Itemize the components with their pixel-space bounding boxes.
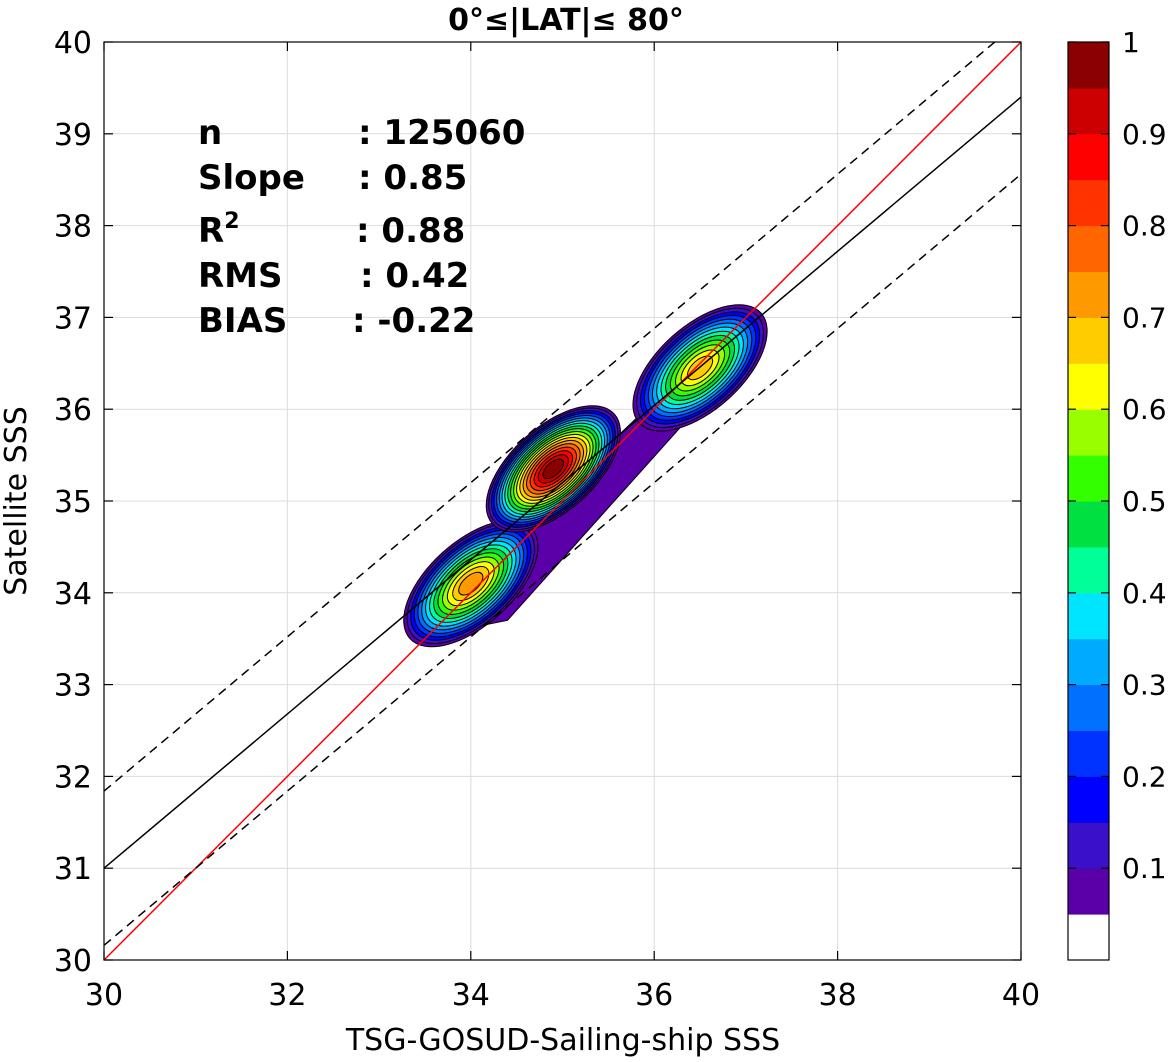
colorbar-tick-label: 0.5 [1122,485,1167,518]
colorbar-segment [1068,455,1109,502]
colorbar-segment [1068,179,1109,227]
lower-bound-line [104,173,1021,946]
colorbar-tick-label: 1 [1122,26,1140,59]
colorbar-segment [1068,409,1109,456]
grid [104,42,1021,960]
colorbar-segment [1068,271,1109,318]
stat-r2-base: R [198,211,224,251]
contour-level [458,571,484,596]
colorbar: 0.1 0.2 0.3 0.4 0.5 0.6 0.7 0.8 0.9 1 [1067,26,1167,961]
colorbar-segment [1068,363,1109,410]
colorbar-tick-label: 0.7 [1122,301,1167,334]
y-axis-label: Satellite SSS [0,406,34,596]
stat-rms-label: RMS [198,256,283,296]
stat-slope-value: : 0.85 [358,158,467,198]
stat-bias-value: : -0.22 [352,301,475,341]
x-axis-label: TSG-GOSUD-Sailing-ship SSS [345,1023,780,1058]
colorbar-tick-label: 0.2 [1122,760,1167,793]
y-tick-label: 31 [54,852,92,887]
colorbar-segment [1068,868,1109,915]
y-tick-labels: 30 31 32 33 34 35 36 37 38 39 40 [54,26,92,979]
colorbar-segment [1068,914,1109,961]
colorbar-segment [1068,501,1109,548]
y-tick-label: 38 [54,210,92,245]
y-tick-label: 39 [54,118,92,153]
colorbar-segment [1068,684,1109,731]
stat-n-value: : 125060 [358,113,525,153]
stat-rms-value: : 0.42 [360,256,469,296]
colorbar-segment [1068,638,1109,686]
stat-slope-label: Slope [198,158,305,198]
y-tick-label: 37 [54,301,92,336]
stat-r2-label: R2 [198,209,240,251]
colorbar-segment [1068,225,1109,272]
colorbar-segment [1068,592,1109,640]
stat-bias-label: BIAS [198,301,287,341]
y-tick-label: 36 [54,393,92,428]
y-tick-label: 40 [54,26,92,61]
colorbar-tick-label: 0.3 [1122,669,1167,702]
regression-line [104,96,1021,869]
colorbar-segment [1068,133,1109,181]
x-tick-label: 34 [452,978,490,1013]
colorbar-segment [1068,776,1109,823]
colorbar-tick-label: 0.1 [1122,852,1167,885]
contour-level [542,458,565,480]
colorbar-segment [1068,546,1109,594]
colorbar-segment [1068,317,1109,364]
upper-bound-line [104,42,996,792]
colorbar-tick-label: 0.9 [1122,118,1167,151]
x-tick-label: 40 [1002,978,1040,1013]
colorbar-segment [1068,87,1109,135]
x-tick-label: 30 [85,978,123,1013]
identity-line [104,42,1021,960]
axis-ticks [103,41,1022,961]
y-tick-label: 32 [54,760,92,795]
colorbar-segment [1068,730,1109,777]
colorbar-segment [1068,42,1109,89]
stats-box: n : 125060 Slope : 0.85 R2 : 0.88 RMS : … [198,113,525,341]
y-tick-label: 33 [54,669,92,704]
x-tick-label: 36 [635,978,673,1013]
colorbar-tick-label: 0.4 [1122,577,1167,610]
x-tick-label: 32 [268,978,306,1013]
colorbar-tick-label: 0.6 [1122,393,1167,426]
y-tick-label: 34 [54,577,92,612]
x-tick-label: 38 [819,978,857,1013]
colorbar-segment [1068,822,1109,869]
colorbar-tick-label: 0.8 [1122,210,1167,243]
y-tick-label: 30 [54,944,92,979]
stat-n-label: n [198,113,222,153]
x-tick-labels: 30 32 34 36 38 40 [85,978,1040,1013]
stat-r2-value: : 0.88 [356,211,465,251]
y-tick-label: 35 [54,485,92,520]
reference-lines [104,42,1021,960]
stat-r2-superscript: 2 [224,209,239,234]
chart-title: 0°≤|LAT|≤ 80° [448,3,684,38]
